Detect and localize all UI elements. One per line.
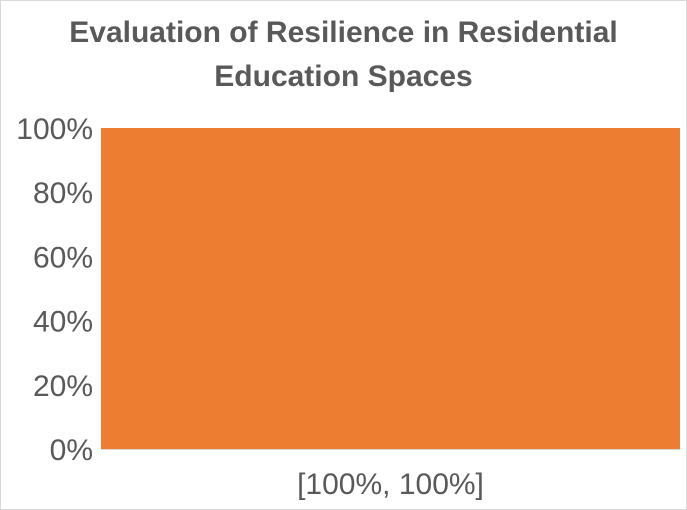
- bars-group: [101, 128, 680, 449]
- y-axis-ticks: 0% 20% 40% 60% 80% 100%: [16, 113, 93, 467]
- y-tick-label: 100%: [16, 113, 93, 146]
- y-tick-label: 80%: [33, 177, 93, 210]
- chart-title: Evaluation of Resilience in Residential …: [69, 16, 618, 93]
- y-tick-label: 40%: [33, 306, 93, 339]
- y-tick-label: 0%: [50, 434, 93, 467]
- x-category-label: [100%, 100%]: [297, 468, 484, 501]
- y-tick-label: 20%: [33, 370, 93, 403]
- bar: [101, 128, 680, 449]
- y-tick-label: 60%: [33, 241, 93, 274]
- x-axis-labels: [100%, 100%]: [297, 468, 484, 501]
